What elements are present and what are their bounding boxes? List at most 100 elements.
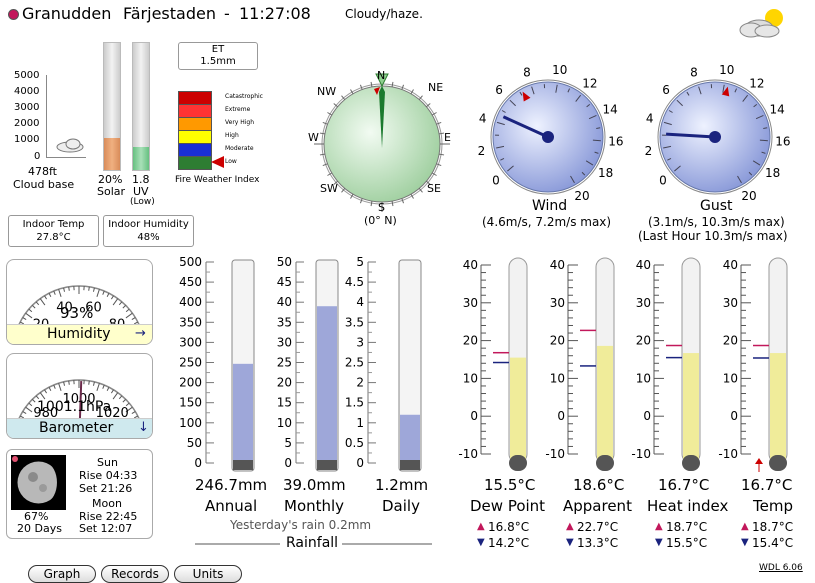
- dial-tick-label: 16: [775, 135, 790, 149]
- humidity-trend-arrow-icon: →: [135, 326, 146, 341]
- indoor-humidity-value: 48%: [137, 232, 160, 243]
- temp-tick-label: 40: [636, 258, 651, 272]
- compass-dir-label: S: [378, 201, 385, 214]
- barometer-label-bar: Barometer ↓: [7, 418, 152, 438]
- thermometer-bulb: [682, 455, 700, 471]
- dial-tick: [755, 114, 764, 120]
- dial-tick-label: 2: [478, 144, 486, 158]
- fire-level-moderate: [178, 143, 212, 157]
- temp-value: 16.7°C: [741, 476, 793, 494]
- sun-set: Set 21:26: [79, 482, 133, 495]
- dial-tick-label: 6: [662, 83, 670, 97]
- dial-tick: [586, 103, 591, 108]
- humidity-label: Humidity: [47, 326, 111, 342]
- temp-low-down-icon: ▼: [566, 537, 574, 548]
- barometer-panel[interactable]: 960980100010201040 1001.1hPa Barometer ↓: [6, 353, 153, 439]
- gauge-tick: [92, 381, 95, 386]
- compass-tick: [370, 81, 373, 87]
- dial-tick-label: 8: [523, 65, 531, 79]
- dial-tick: [753, 103, 758, 108]
- dial-tick: [763, 127, 768, 129]
- temp-label: Dew Point: [470, 497, 546, 515]
- cloud-icon: [56, 138, 84, 153]
- fire-level-label: Low: [225, 158, 237, 165]
- compass-tick: [359, 198, 363, 204]
- dial-tick-label: 14: [769, 102, 784, 116]
- dial-tick-label: 18: [765, 166, 780, 180]
- gauge-tick: [35, 395, 40, 400]
- rain-tick-label: 15: [277, 396, 292, 410]
- temp-value: 18.6°C: [573, 476, 625, 494]
- temp-tick-label: -10: [718, 447, 738, 461]
- gauge-tick: [31, 304, 36, 309]
- gauge-tick-label: 20: [33, 317, 50, 324]
- compass-tick: [341, 188, 346, 193]
- dial-tick: [575, 94, 582, 102]
- compass-tick: [431, 172, 437, 176]
- temp-label: Heat index: [647, 497, 729, 515]
- wind-label: Wind: [532, 198, 568, 214]
- humidity-panel[interactable]: 020406080100 93% Humidity →: [6, 259, 153, 345]
- cloudbase-baseline: [46, 157, 86, 158]
- dial-tick: [686, 91, 690, 96]
- gauge-tick: [58, 289, 62, 297]
- dial-hub: [709, 131, 721, 143]
- gauge-tick: [53, 384, 56, 389]
- gauge-tick: [118, 395, 123, 400]
- rain-tick-label: 5: [284, 436, 292, 450]
- gauge-tick: [25, 312, 33, 319]
- graph-button[interactable]: Graph: [28, 565, 96, 583]
- dial-tick-label: 0: [659, 174, 667, 188]
- rain-tick-label: 2.5: [345, 356, 364, 370]
- uv-bar: [132, 42, 150, 171]
- fire-level-label: Catastrophic: [225, 93, 263, 100]
- temp-tick-label: 0: [470, 409, 478, 423]
- astronomy-panel: 67% 20 Days Sun Rise 04:33 Set 21:26 Moo…: [6, 449, 153, 539]
- compass-dir-label: NE: [428, 81, 444, 94]
- rain-daily-label: Daily: [382, 497, 420, 515]
- indoor-humidity-label: Indoor Humidity: [108, 219, 189, 230]
- fire-current-arrow-icon: [211, 156, 224, 168]
- compass-tick: [439, 153, 445, 156]
- temp-tick-label: 10: [550, 371, 565, 385]
- temp-tick-label: 10: [723, 371, 738, 385]
- temp-label: Apparent: [563, 497, 632, 515]
- rain-fill: [400, 414, 420, 463]
- moon-image: [11, 455, 66, 510]
- compass-tick: [359, 84, 363, 90]
- dial-tick: [676, 99, 683, 107]
- rain-tube-base: [233, 460, 253, 470]
- temp-low-down-icon: ▼: [477, 537, 485, 548]
- fire-level-extreme: [178, 104, 212, 118]
- rain-fill: [317, 306, 337, 463]
- records-button[interactable]: Records: [101, 565, 169, 583]
- compass-marker: [375, 73, 389, 88]
- thermometer-bulb: [769, 455, 787, 471]
- rain-tick-label: 450: [179, 275, 202, 289]
- gauge-tick: [58, 383, 62, 391]
- thermometer-fill: [683, 353, 699, 463]
- solar-value: 20%: [98, 173, 123, 186]
- units-button[interactable]: Units: [174, 565, 242, 583]
- compass-tick: [370, 201, 373, 207]
- sun-title: Sun: [97, 456, 118, 469]
- gauge-tick: [106, 292, 110, 297]
- et-label: ET: [211, 44, 225, 55]
- fire-level-catastrophic: [178, 91, 212, 105]
- gauge-tick: [39, 392, 46, 400]
- temp-tick-label: -10: [458, 447, 478, 461]
- gauge-tick: [112, 392, 119, 400]
- gauge-tick: [63, 287, 66, 292]
- dial-tick: [555, 84, 558, 93]
- temp-high-up-icon: ▲: [655, 521, 663, 532]
- version-label: WDL 6.06: [759, 563, 803, 573]
- temp-tick-label: 20: [550, 334, 565, 348]
- rainfall-title: Rainfall: [286, 535, 339, 551]
- gauge-tick: [96, 383, 100, 391]
- temp-tick-label: 40: [550, 258, 565, 272]
- dial-max-marker: [721, 86, 730, 97]
- dial-tick: [674, 165, 681, 172]
- et-box: ET 1.5mm: [178, 42, 258, 70]
- temp-high-up-icon: ▲: [477, 521, 485, 532]
- temp-tick-label: 20: [723, 334, 738, 348]
